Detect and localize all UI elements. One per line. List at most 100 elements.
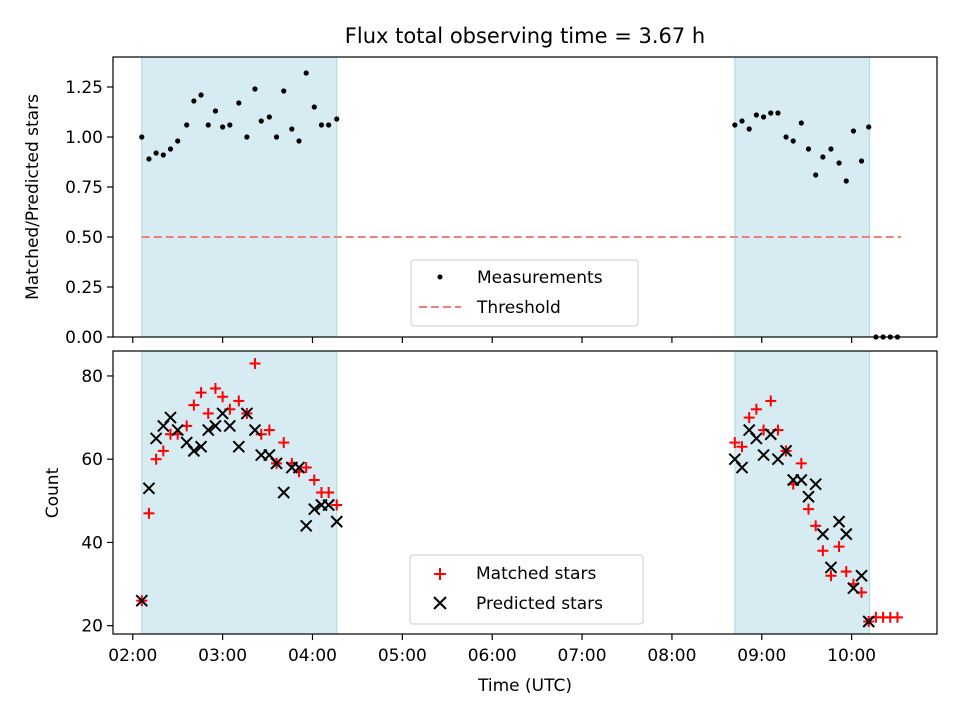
predicted-star-point-8 bbox=[194, 440, 208, 453]
matched-star-point-25 bbox=[323, 487, 335, 498]
measurement-point-28 bbox=[739, 118, 745, 124]
measurement-point-33 bbox=[775, 110, 781, 116]
legend-measurements-marker bbox=[437, 274, 443, 280]
measurement-point-22 bbox=[303, 70, 309, 76]
matched-star-point-38 bbox=[810, 520, 822, 532]
predicted-star-point-36 bbox=[795, 473, 808, 487]
legend-measurements-label: Measurements bbox=[477, 268, 603, 288]
top-axes-frame bbox=[112, 56, 938, 338]
top-panel: 0.00 0.25 0.50 0.75 1.00 1.25 Matched/Predict… bbox=[23, 56, 938, 348]
predicted-star-point-32 bbox=[764, 428, 777, 441]
measurement-point-2 bbox=[153, 150, 159, 156]
measurement-point-38 bbox=[813, 172, 819, 178]
measurement-point-9 bbox=[205, 122, 211, 128]
predicted-star-point-7 bbox=[187, 444, 201, 458]
measurement-point-34 bbox=[783, 134, 789, 140]
predicted-star-point-2 bbox=[149, 432, 163, 445]
bottom-y-tick-label-1: 40 bbox=[81, 533, 103, 553]
bottom-y-tick-label-0: 20 bbox=[81, 617, 103, 637]
predicted-star-point-12 bbox=[223, 419, 237, 433]
bottom-x-tick-label-3: 05:00 bbox=[378, 646, 427, 666]
measurement-point-10 bbox=[212, 108, 219, 114]
predicted-star-point-45 bbox=[862, 615, 875, 628]
measurement-point-18 bbox=[273, 134, 280, 140]
predicted-star-point-13 bbox=[232, 440, 246, 453]
matched-star-point-8 bbox=[195, 387, 207, 399]
matched-star-point-3 bbox=[157, 445, 169, 457]
predicted-star-point-25 bbox=[322, 498, 335, 512]
predicted-star-point-43 bbox=[847, 582, 860, 595]
measurement-point-7 bbox=[191, 98, 197, 104]
matched-star-point-41 bbox=[833, 541, 845, 553]
matched-star-point-17 bbox=[263, 424, 275, 436]
predicted-star-point-26 bbox=[330, 515, 343, 528]
predicted-star-point-41 bbox=[832, 515, 846, 528]
predicted-star-point-37 bbox=[802, 490, 815, 503]
measurement-point-5 bbox=[175, 138, 181, 144]
matched-star-point-28 bbox=[736, 441, 748, 453]
matched-star-point-49 bbox=[891, 611, 903, 623]
bottom-x-axis-label: Time (UTC) bbox=[477, 676, 572, 696]
measurement-point-27 bbox=[732, 122, 738, 128]
predicted-star-point-30 bbox=[750, 432, 763, 445]
matched-star-point-26 bbox=[331, 499, 343, 511]
predicted-star-point-40 bbox=[824, 561, 838, 574]
matched-star-point-15 bbox=[249, 357, 261, 369]
bottom-legend: Matched stars Predicted stars bbox=[409, 554, 644, 625]
matched-star-point-27 bbox=[729, 437, 741, 449]
measurement-point-45 bbox=[866, 124, 872, 130]
bottom-x-axis-ticks: 02:00 03:00 04:00 05:00 06:00 07:00 08:00 09:00… bbox=[108, 634, 876, 666]
predicted-star-point-28 bbox=[735, 461, 749, 474]
matched-star-point-32 bbox=[765, 395, 777, 407]
measurement-point-39 bbox=[820, 154, 826, 160]
measurement-point-6 bbox=[184, 122, 190, 128]
bottom-x-tick-label-8: 10:00 bbox=[827, 646, 876, 666]
bottom-axes-frame bbox=[112, 350, 938, 635]
measurement-point-40 bbox=[828, 146, 834, 152]
matched-star-point-9 bbox=[202, 407, 214, 419]
bottom-x-tick-label-7: 09:00 bbox=[737, 646, 786, 666]
bottom-shaded-span-1 bbox=[734, 350, 871, 635]
measurement-point-41 bbox=[836, 160, 842, 166]
bottom-x-tick-label-1: 03:00 bbox=[198, 646, 247, 666]
measurement-point-42 bbox=[843, 178, 849, 184]
predicted-star-point-18 bbox=[270, 457, 283, 470]
chart-title: Flux total observing time = 3.67 h bbox=[345, 24, 705, 48]
predicted-star-point-10 bbox=[209, 419, 222, 433]
matched-star-point-42 bbox=[840, 566, 852, 578]
top-shaded-span-1 bbox=[734, 56, 871, 338]
measurement-point-44 bbox=[858, 158, 865, 164]
bottom-matched-stars-points bbox=[136, 357, 903, 628]
legend-threshold-label: Threshold bbox=[476, 298, 561, 318]
top-y-tick-label-3: 0.75 bbox=[65, 178, 103, 198]
top-y-tick-label-5: 1.25 bbox=[65, 78, 103, 98]
bottom-y-axis-label: Count bbox=[43, 467, 63, 518]
predicted-star-point-4 bbox=[164, 411, 177, 424]
predicted-star-point-5 bbox=[171, 423, 184, 437]
measurement-point-8 bbox=[198, 92, 204, 98]
top-y-axis-ticks: 0.00 0.25 0.50 0.75 1.00 1.25 bbox=[65, 78, 113, 348]
legend-predicted-label: Predicted stars bbox=[476, 594, 603, 614]
bottom-x-tick-label-6: 08:00 bbox=[647, 646, 696, 666]
measurement-point-20 bbox=[289, 126, 295, 132]
legend-matched-marker bbox=[434, 568, 446, 580]
measurement-point-4 bbox=[167, 146, 174, 152]
top-measurement-points bbox=[139, 70, 901, 340]
measurement-point-23 bbox=[311, 104, 317, 110]
measurement-point-30 bbox=[753, 112, 759, 118]
matched-star-point-1 bbox=[143, 507, 155, 519]
predicted-star-point-34 bbox=[779, 444, 793, 458]
measurement-point-17 bbox=[266, 114, 272, 120]
top-y-tick-label-2: 0.50 bbox=[65, 228, 103, 248]
matched-star-point-36 bbox=[795, 457, 807, 469]
top-x-axis-ticks bbox=[132, 337, 853, 343]
bottom-x-tick-label-0: 02:00 bbox=[108, 646, 157, 666]
matched-star-point-13 bbox=[233, 395, 245, 407]
top-legend: Measurements Threshold bbox=[410, 259, 639, 327]
measurement-point-15 bbox=[252, 86, 258, 92]
matched-star-point-30 bbox=[750, 403, 762, 415]
matched-star-point-2 bbox=[150, 453, 162, 465]
top-shaded-span-0 bbox=[141, 56, 338, 338]
